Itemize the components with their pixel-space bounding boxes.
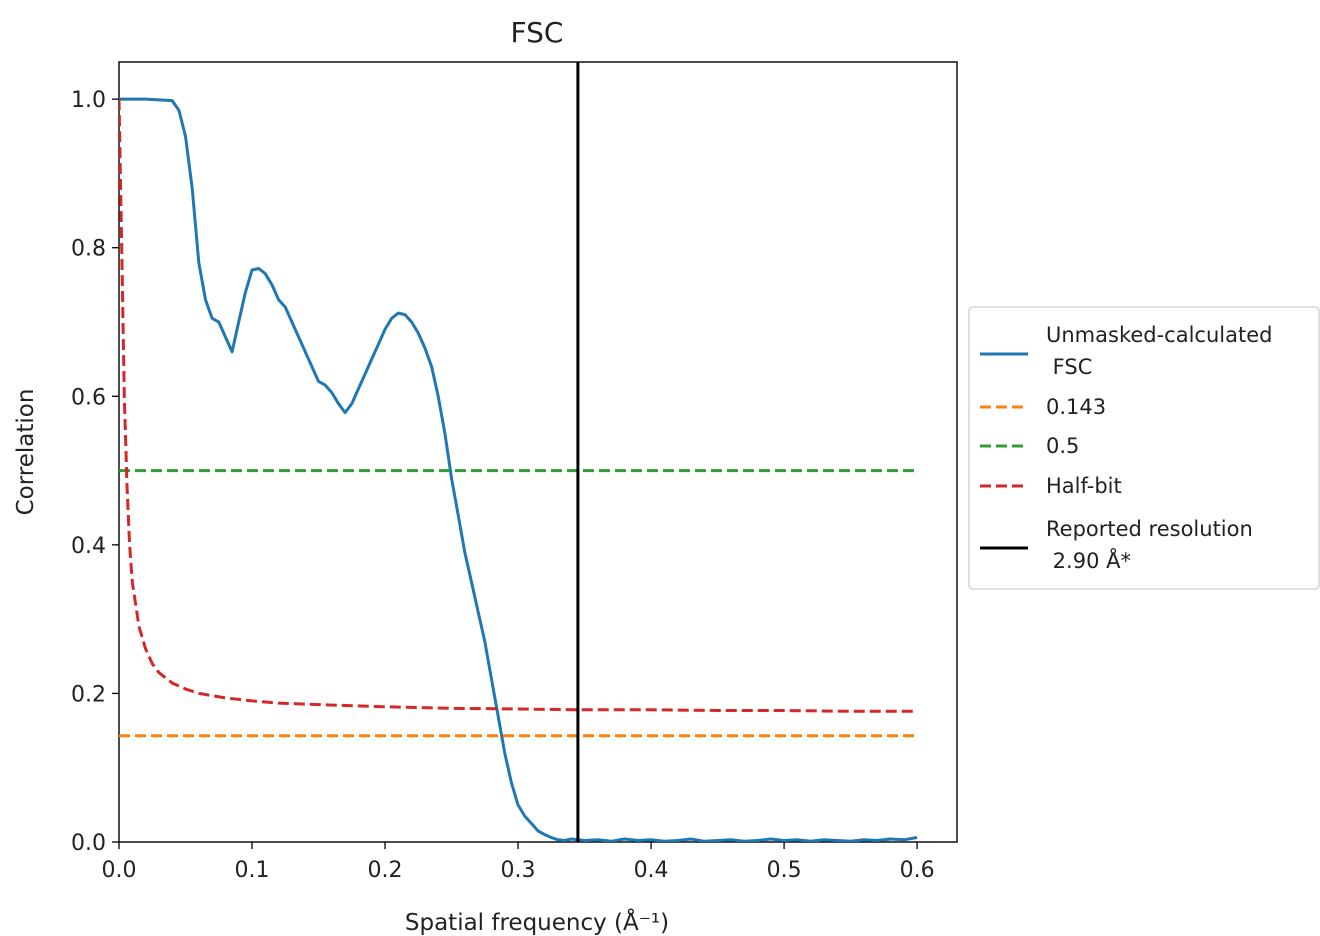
legend-label: Reported resolution bbox=[1046, 517, 1253, 541]
x-axis-label: Spatial frequency (Å⁻¹) bbox=[405, 908, 669, 936]
y-axis-label: Correlation bbox=[13, 389, 39, 516]
legend-label: 0.143 bbox=[1046, 395, 1106, 419]
series-line-unmasked-calculated-fsc bbox=[119, 97, 918, 842]
x-tick-label: 0.4 bbox=[634, 858, 669, 883]
y-axis: 0.0 0.2 0.4 0.6 0.8 1.0 bbox=[71, 88, 119, 856]
x-tick-label: 0.3 bbox=[501, 858, 536, 883]
y-tick-label: 0.4 bbox=[71, 534, 106, 559]
y-tick-label: 0.8 bbox=[71, 237, 106, 262]
legend-label: Half-bit bbox=[1046, 474, 1122, 498]
legend-label: 0.5 bbox=[1046, 434, 1079, 458]
chart-title: FSC bbox=[511, 16, 564, 49]
legend-label-line2: 2.90 Å* bbox=[1046, 547, 1131, 573]
plot-area bbox=[119, 62, 918, 842]
legend: Unmasked-calculated FSC 0.143 0.5 Half-bit R… bbox=[968, 306, 1320, 590]
x-tick-label: 0.6 bbox=[900, 858, 935, 883]
legend-label-line2: FSC bbox=[1046, 355, 1092, 379]
x-tick-label: 0.5 bbox=[767, 858, 802, 883]
y-tick-label: 0.6 bbox=[71, 385, 106, 410]
y-tick-label: 0.0 bbox=[71, 831, 106, 856]
legend-box bbox=[968, 306, 1320, 590]
y-tick-label: 1.0 bbox=[71, 88, 106, 113]
x-tick-label: 0.1 bbox=[235, 858, 270, 883]
legend-label: Unmasked-calculated bbox=[1046, 323, 1272, 347]
plot-frame bbox=[118, 61, 958, 843]
x-axis: 0.0 0.1 0.2 0.3 0.4 0.5 0.6 bbox=[102, 842, 935, 883]
x-tick-label: 0.0 bbox=[102, 858, 137, 883]
x-tick-label: 0.2 bbox=[368, 858, 403, 883]
series-line-half-bit bbox=[119, 99, 918, 713]
y-tick-label: 0.2 bbox=[71, 682, 106, 707]
